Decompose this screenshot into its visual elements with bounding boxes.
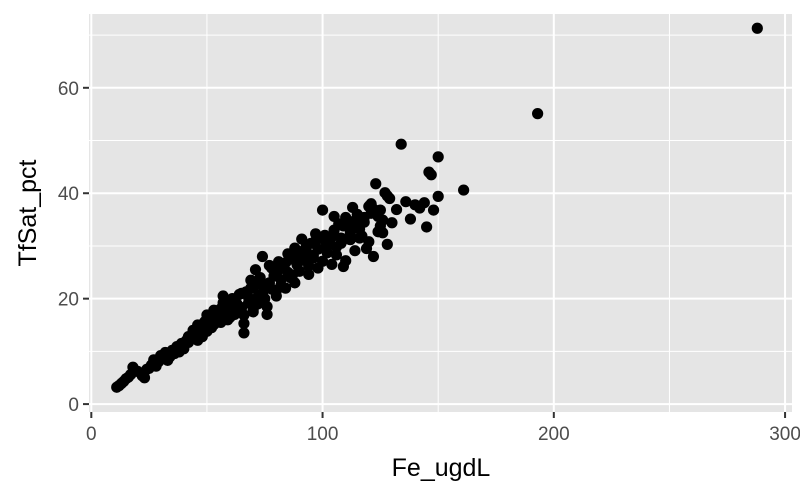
data-point bbox=[340, 211, 352, 224]
data-point bbox=[386, 217, 398, 229]
data-point bbox=[300, 240, 312, 252]
plot-panel bbox=[89, 14, 792, 412]
data-point bbox=[353, 232, 366, 244]
data-point bbox=[238, 317, 250, 330]
data-point bbox=[425, 169, 437, 181]
data-point bbox=[238, 327, 250, 339]
data-point bbox=[201, 325, 213, 337]
data-point bbox=[344, 234, 356, 246]
data-point bbox=[751, 22, 763, 34]
data-point bbox=[293, 265, 306, 277]
data-point bbox=[381, 238, 393, 250]
data-point bbox=[395, 138, 407, 150]
data-point bbox=[138, 372, 151, 384]
x-axis: 0 100 200 300 bbox=[86, 412, 800, 445]
data-point bbox=[316, 255, 329, 267]
data-point bbox=[307, 252, 319, 264]
data-point bbox=[365, 198, 377, 210]
data-point bbox=[226, 293, 238, 305]
data-point bbox=[349, 245, 361, 257]
data-point bbox=[328, 210, 340, 223]
data-point bbox=[192, 334, 204, 346]
data-point bbox=[259, 293, 271, 305]
data-point bbox=[390, 203, 403, 216]
y-axis-title: TfSat_pct bbox=[14, 159, 42, 266]
data-point bbox=[215, 316, 227, 328]
y-tick-label: 20 bbox=[58, 290, 79, 311]
data-point bbox=[404, 213, 417, 225]
data-point bbox=[316, 204, 329, 216]
y-tick-label: 40 bbox=[58, 184, 79, 205]
x-axis-title: Fe_ugdL bbox=[392, 454, 491, 482]
data-point bbox=[418, 197, 430, 209]
data-point bbox=[289, 277, 301, 289]
data-point bbox=[356, 213, 368, 226]
data-point bbox=[312, 243, 324, 255]
data-point bbox=[374, 220, 386, 232]
data-point bbox=[326, 258, 338, 270]
data-point bbox=[319, 235, 331, 247]
data-point bbox=[261, 308, 273, 321]
grid-minor bbox=[89, 14, 792, 412]
x-tick-label: 300 bbox=[769, 424, 800, 445]
y-tick-label: 0 bbox=[68, 395, 79, 416]
data-point bbox=[303, 268, 315, 281]
data-point bbox=[427, 204, 440, 216]
data-point bbox=[217, 297, 229, 309]
data-point bbox=[330, 249, 343, 261]
data-point bbox=[208, 304, 220, 316]
data-point bbox=[310, 228, 322, 240]
y-axis: 0 20 40 60 bbox=[58, 79, 89, 416]
data-point bbox=[282, 248, 294, 260]
data-point bbox=[400, 196, 412, 208]
data-point bbox=[256, 250, 269, 263]
data-point bbox=[532, 108, 544, 120]
data-point bbox=[247, 282, 259, 294]
data-point bbox=[432, 190, 444, 202]
x-tick-label: 200 bbox=[538, 424, 570, 445]
data-point bbox=[238, 309, 250, 321]
data-point bbox=[236, 287, 248, 299]
y-tick-label: 60 bbox=[58, 79, 79, 100]
data-point bbox=[273, 264, 285, 276]
data-point bbox=[458, 184, 470, 196]
data-point bbox=[370, 178, 382, 190]
data-point bbox=[279, 257, 292, 269]
data-point bbox=[421, 221, 433, 233]
data-point bbox=[178, 343, 190, 355]
data-point bbox=[367, 250, 380, 263]
x-tick-label: 0 bbox=[86, 424, 97, 445]
data-point bbox=[384, 192, 396, 205]
x-tick-label: 100 bbox=[307, 424, 339, 445]
data-point bbox=[335, 237, 347, 249]
data-point bbox=[363, 236, 375, 248]
data-point bbox=[291, 246, 303, 258]
data-point bbox=[347, 219, 359, 231]
data-point bbox=[340, 255, 352, 267]
data-point bbox=[270, 290, 282, 302]
data-point bbox=[337, 220, 349, 232]
data-point bbox=[224, 311, 236, 323]
data-point bbox=[275, 279, 287, 292]
data-point bbox=[432, 151, 444, 163]
data-points bbox=[111, 22, 763, 393]
data-point bbox=[263, 259, 275, 272]
